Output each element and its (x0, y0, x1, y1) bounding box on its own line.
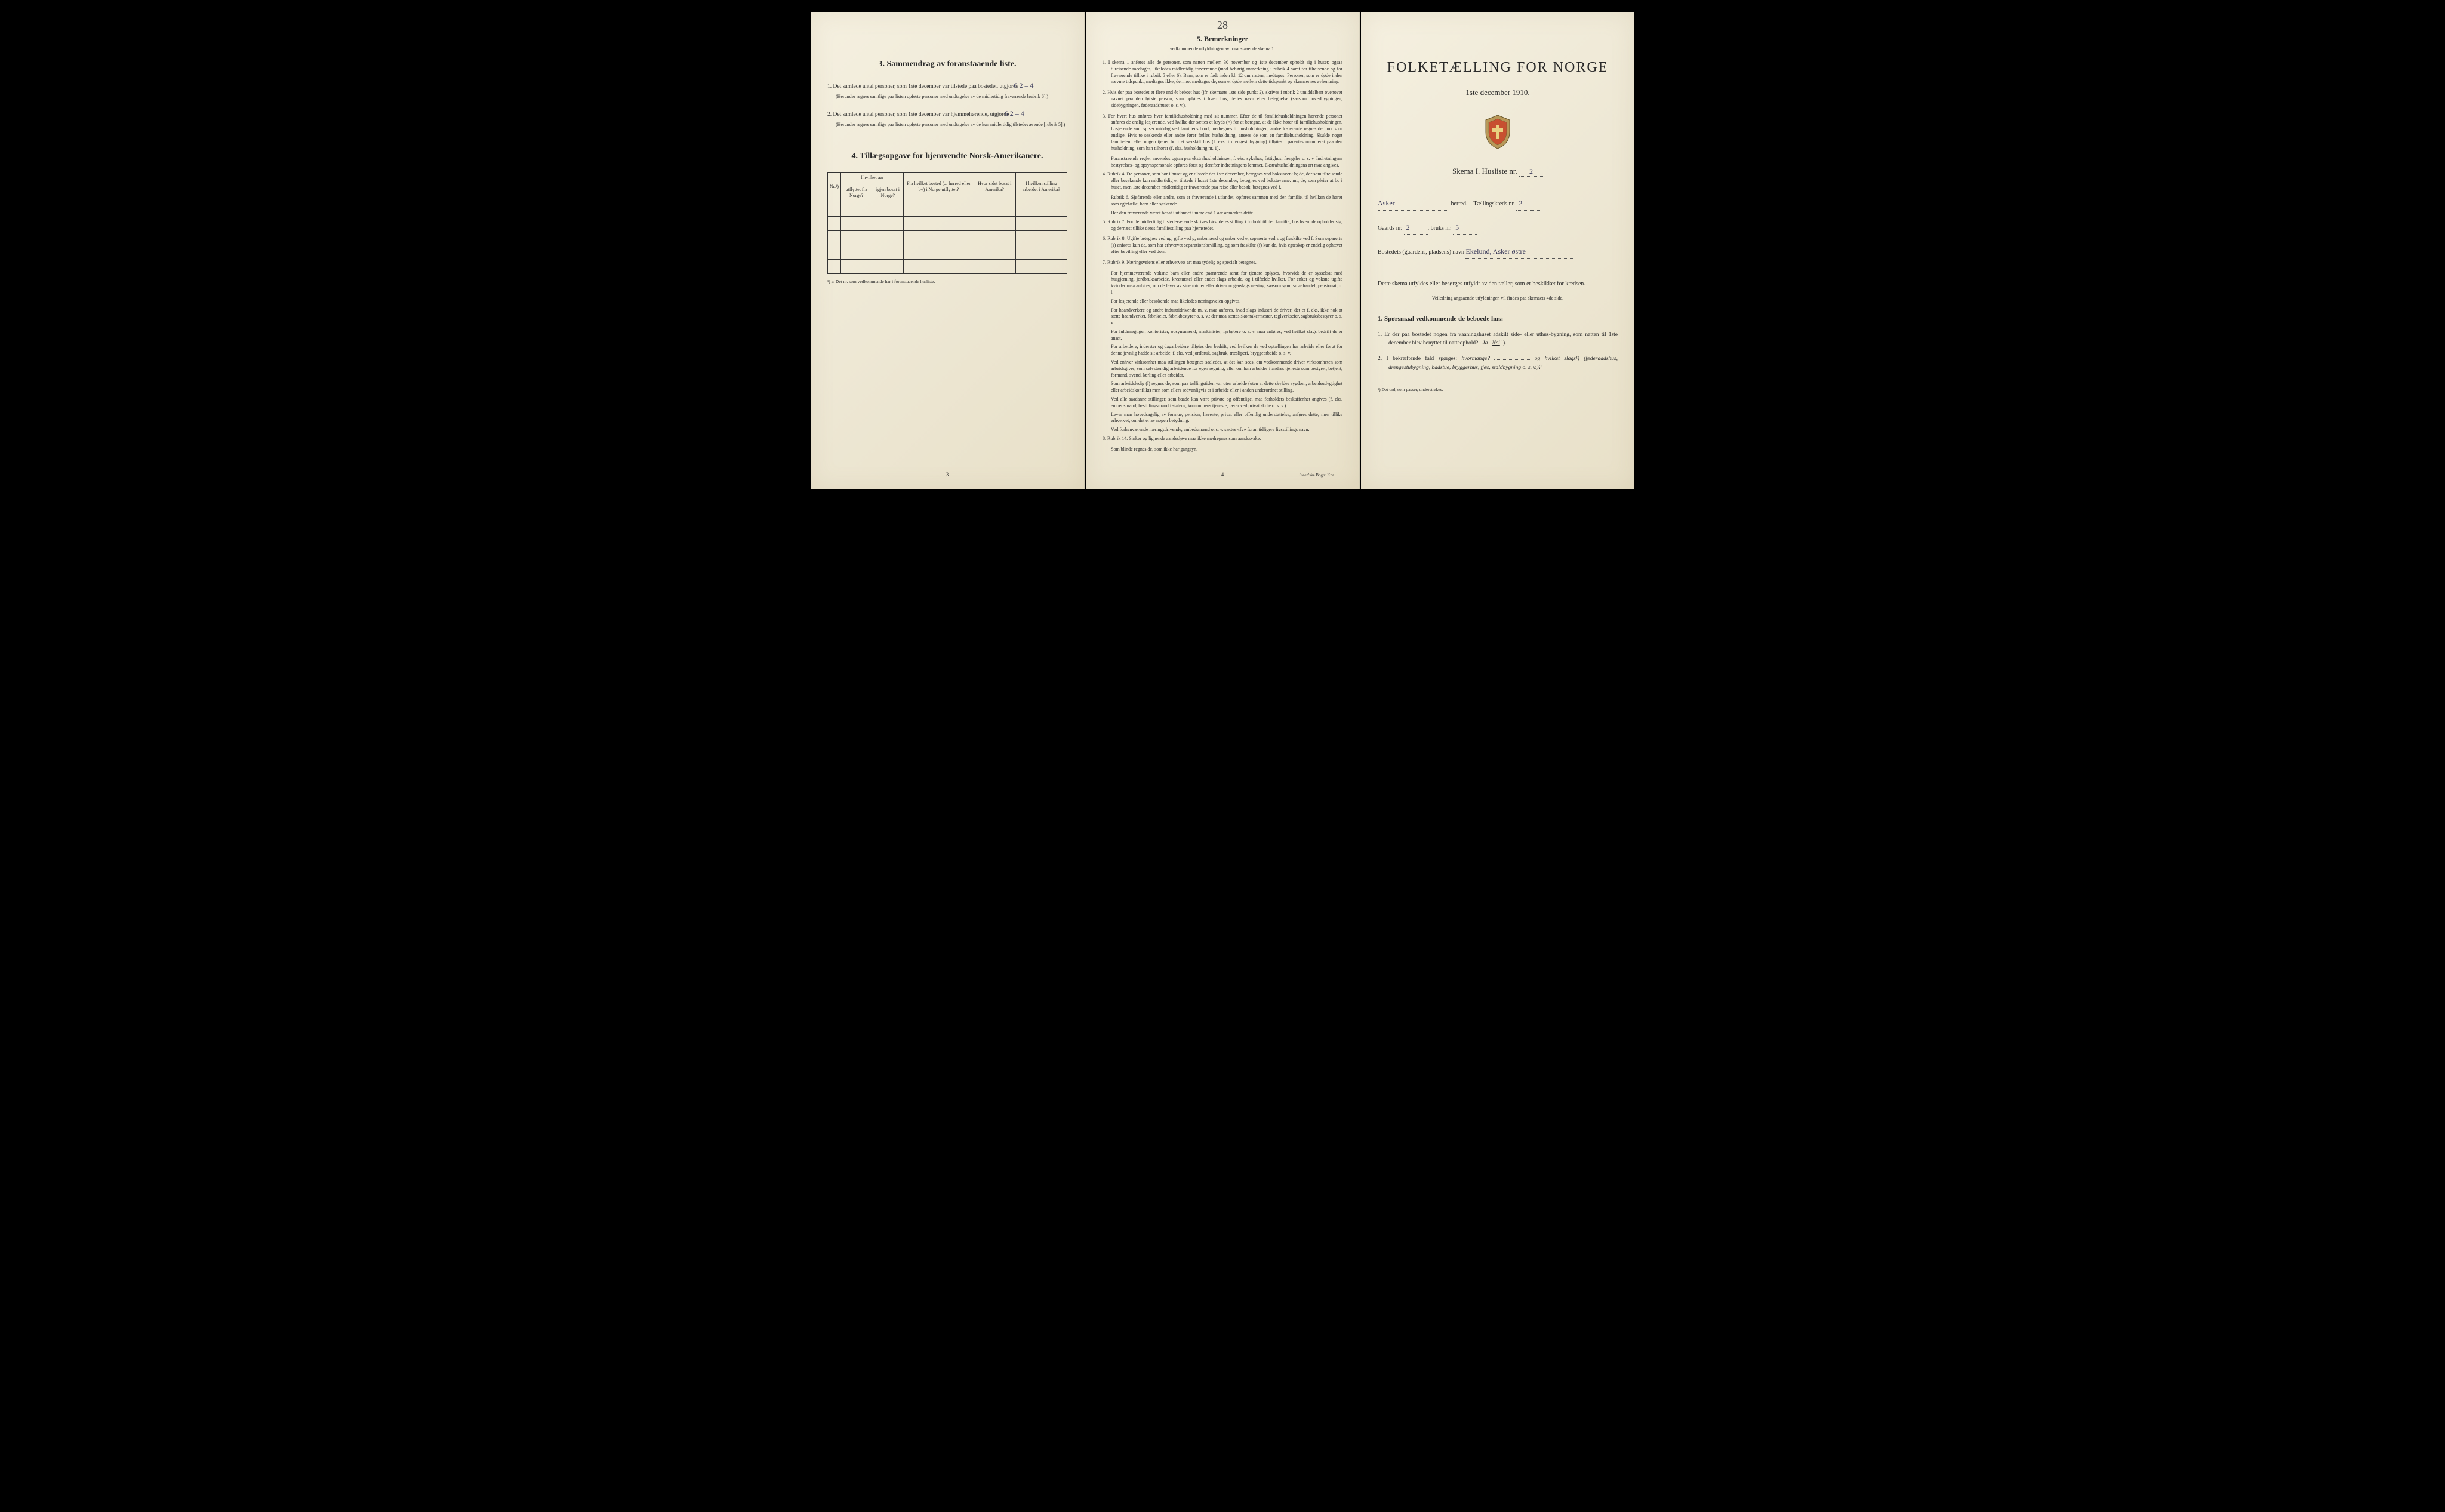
bosted-label: Bostedets (gaardens, pladsens) navn (1378, 249, 1464, 255)
item1-fine: (Herunder regnes samtlige paa listen opf… (836, 93, 1067, 100)
item2-fine: (Herunder regnes samtlige paa listen opf… (836, 121, 1067, 128)
remark-item: 5. Rubrik 7. For de midlertidig tilstede… (1103, 219, 1342, 232)
remark-item: 7. Rubrik 9. Næringsveiens eller erhverv… (1103, 260, 1342, 266)
section5-subtitle: vedkommende utfyldningen av foranstaaend… (1103, 46, 1342, 51)
q1-sup: ¹). (1501, 340, 1506, 346)
herred-label: herred. (1451, 201, 1468, 207)
main-title: FOLKETÆLLING FOR NORGE (1378, 60, 1618, 76)
remark-item: Ved alle saadanne stillinger, som baade … (1103, 396, 1342, 409)
remark-item: For arbeidere, inderster og dagarbeidere… (1103, 344, 1342, 357)
crest-icon (1378, 114, 1618, 150)
remark-item: Som arbeidsledig (l) regnes de, som paa … (1103, 381, 1342, 394)
bruks-label: bruks nr. (1431, 225, 1452, 232)
remark-item: 8. Rubrik 14. Sinker og lignende aandssl… (1103, 436, 1342, 442)
remark-item: 4. Rubrik 4. De personer, som bor i huse… (1103, 171, 1342, 190)
gaards-nr: 2 (1404, 221, 1428, 235)
q1-ja: Ja (1483, 340, 1488, 346)
th-stilling: I hvilken stilling arbeidet i Amerika? (1015, 173, 1067, 202)
section4-title: 4. Tillægsopgave for hjemvendte Norsk-Am… (827, 152, 1067, 161)
item2-prefix: 2. (827, 112, 832, 118)
page-left: 3. Sammendrag av foranstaaende liste. 1.… (811, 12, 1085, 489)
q2-blank (1494, 359, 1530, 360)
item1-text: Det samlede antal personer, som 1ste dec… (833, 84, 1019, 90)
remark-item: For hjemmeværende voksne barn eller andr… (1103, 270, 1342, 296)
item1-prefix: 1. (827, 84, 832, 90)
printer-mark: Steen'ske Bogtr. Kr.a. (1299, 473, 1335, 478)
section5-title: 5. Bemerkninger (1103, 35, 1342, 44)
page-middle: 28 5. Bemerkninger vedkommende utfyldnin… (1086, 12, 1360, 489)
bosted-value: Ekelund, Asker østre (1465, 245, 1573, 259)
q2-hvormange: hvormange? (1461, 356, 1490, 362)
remark-item: Som blinde regnes de, som ikke har gangs… (1103, 446, 1342, 453)
remarks-list: 1. I skema 1 anføres alle de personer, s… (1103, 60, 1342, 453)
handwritten-page-marker: 28 (1217, 19, 1228, 32)
instruction-main: Dette skema utfyldes eller besørges utfy… (1378, 279, 1618, 288)
schema-label: Skema I. Husliste nr. (1452, 167, 1517, 175)
remark-item: For fuldmægtiger, kontorister, opsynsmæn… (1103, 329, 1342, 342)
q2-text-a: I bekræftende fald spørges: (1387, 356, 1458, 362)
th-igjen: igjen bosat i Norge? (872, 184, 904, 202)
section4-footnote: ¹) ɔ: Det nr. som vedkommende har i fora… (827, 279, 1067, 284)
th-utflyttet: utflyttet fra Norge? (841, 184, 872, 202)
section4-table: Nr.¹) I hvilket aar Fra hvilket bosted (… (827, 172, 1067, 273)
date-line: 1ste december 1910. (1378, 88, 1618, 97)
page-right: FOLKETÆLLING FOR NORGE 1ste december 191… (1361, 12, 1634, 489)
th-nr: Nr.¹) (828, 173, 841, 202)
section4-tbody (828, 202, 1067, 273)
item1-value: 6 2 – 4 (1020, 80, 1044, 91)
q1-n: 1. (1378, 332, 1382, 338)
instruction-sub: Veiledning angaaende utfyldningen vil fi… (1378, 295, 1618, 301)
remark-item: 6. Rubrik 8. Ugifte betegnes ved ug, gif… (1103, 236, 1342, 255)
bosted-line: Bostedets (gaardens, pladsens) navn Ekel… (1378, 245, 1618, 259)
remark-item: 1. I skema 1 anføres alle de personer, s… (1103, 60, 1342, 85)
remark-item: 3. For hvert hus anføres hver familiehus… (1103, 113, 1342, 152)
right-footnote: ¹) Det ord, som passer, understrekes. (1378, 384, 1618, 392)
page-number-left: 3 (946, 472, 949, 478)
th-aar: I hvilket aar (841, 173, 904, 184)
section4: 4. Tillægsopgave for hjemvendte Norsk-Am… (827, 152, 1067, 284)
page-number-middle: 4 (1221, 472, 1224, 478)
gaards-label: Gaards nr. (1378, 225, 1402, 232)
question-2: 2. I bekræftende fald spørges: hvormange… (1378, 355, 1618, 372)
q2-n: 2. (1378, 356, 1382, 362)
th-fra: Fra hvilket bosted (ɔ: herred eller by) … (904, 173, 974, 202)
remark-item: Ved forhenværende næringsdrivende, embed… (1103, 427, 1342, 433)
item2-text: Det samlede antal personer, som 1ste dec… (833, 112, 1009, 118)
remark-item: For haandverkere og andre industridriven… (1103, 307, 1342, 327)
question-1: 1. Er der paa bostedet nogen fra vaaning… (1378, 331, 1618, 348)
schema-nr: 2 (1519, 167, 1543, 177)
herred-line: Asker herred. Tællingskreds nr. 2 (1378, 197, 1618, 211)
gaards-line: Gaards nr. 2, bruks nr. 5 (1378, 221, 1618, 235)
kreds-label: Tællingskreds nr. (1473, 201, 1514, 207)
remark-item: Foranstaaende regler anvendes ogsaa paa … (1103, 156, 1342, 169)
remark-item: Lever man hovedsagelig av formue, pensio… (1103, 412, 1342, 425)
item2-value: 6 2 – 4 (1011, 108, 1034, 119)
kreds-nr: 2 (1516, 197, 1540, 211)
remark-item: For losjerende eller besøkende maa likel… (1103, 298, 1342, 305)
schema-line: Skema I. Husliste nr. 2 (1378, 167, 1618, 177)
remark-item: Rubrik 6. Sjøfarende eller andre, som er… (1103, 195, 1342, 208)
th-hvor: Hvor sidst bosat i Amerika? (974, 173, 1015, 202)
remark-item: 2. Hvis der paa bostedet er flere end êt… (1103, 90, 1342, 109)
question-header: 1. Spørsmaal vedkommende de beboede hus: (1378, 315, 1618, 322)
document-container: 3. Sammendrag av foranstaaende liste. 1.… (811, 12, 1634, 489)
remark-item: Ved enhver virksomhet maa stillingen bet… (1103, 359, 1342, 378)
section3-title: 3. Sammendrag av foranstaaende liste. (827, 60, 1067, 69)
remark-item: Har den fraværende været bosat i utlande… (1103, 210, 1342, 217)
q1-nei: Nei (1492, 340, 1500, 346)
herred-value: Asker (1378, 197, 1449, 211)
section3-item1: 1. Det samlede antal personer, som 1ste … (827, 80, 1067, 100)
bruks-nr: 5 (1453, 221, 1477, 235)
section3-item2: 2. Det samlede antal personer, som 1ste … (827, 108, 1067, 128)
